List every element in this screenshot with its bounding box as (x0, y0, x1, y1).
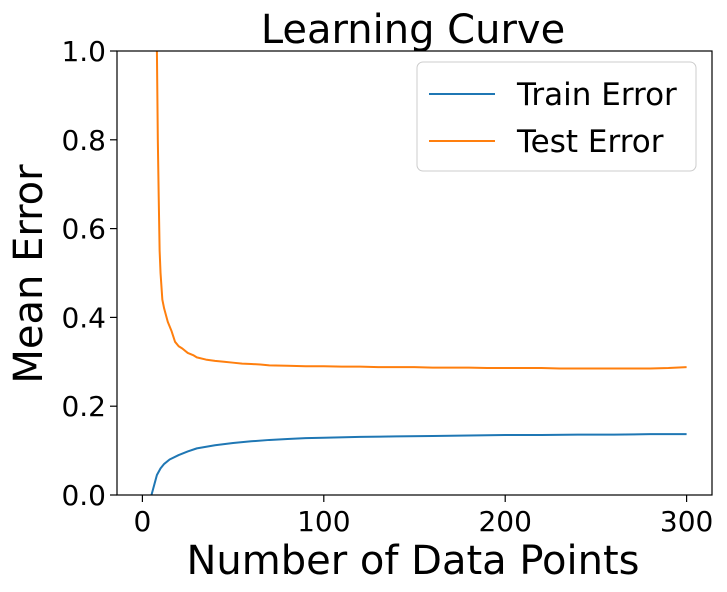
y-tick-label: 0.8 (61, 124, 106, 157)
y-tick-label: 0.0 (61, 479, 106, 512)
axis-ticks: 0 100 200 300 0.0 0.2 0.4 0.6 0.8 1.0 (61, 35, 713, 538)
x-tick-label: 100 (297, 505, 350, 538)
y-tick-label: 0.4 (61, 301, 106, 334)
series-line-test-error (155, 51, 687, 370)
plot-frame (116, 50, 713, 496)
x-tick-label: 200 (478, 505, 531, 538)
legend: Train Error Test Error (416, 61, 697, 172)
y-tick-label: 0.6 (61, 213, 106, 246)
legend-label: Test Error (516, 124, 664, 160)
legend-box (416, 61, 697, 172)
y-tick-label: 1.0 (61, 35, 106, 68)
y-axis-title: Mean Error (6, 164, 52, 384)
x-tick-label: 0 (133, 505, 151, 538)
series-line-train-error (150, 433, 687, 495)
x-tick-label: 300 (660, 505, 713, 538)
legend-label: Train Error (516, 77, 677, 113)
y-tick-label: 0.2 (61, 390, 106, 423)
plot-area (150, 51, 687, 495)
chart-title: Learning Curve (261, 7, 565, 53)
x-axis-title: Number of Data Points (186, 538, 639, 584)
